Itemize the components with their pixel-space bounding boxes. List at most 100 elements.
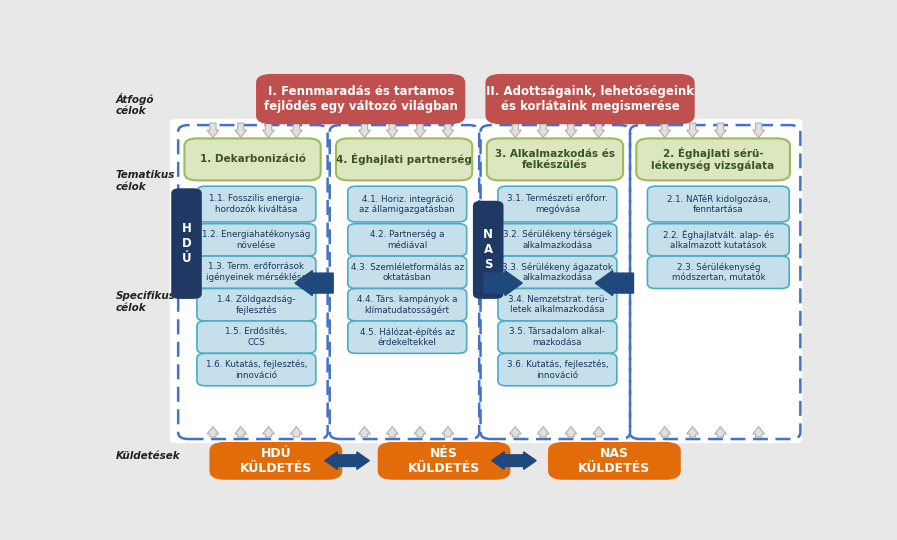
FancyArrow shape [509, 427, 521, 437]
Text: 3.5. Társadalom alkal-
mazkodása: 3.5. Társadalom alkal- mazkodása [509, 327, 605, 347]
FancyArrow shape [263, 123, 274, 138]
FancyBboxPatch shape [197, 256, 316, 288]
Text: 3.2. Sérülékeny térségek
alkalmazkodása: 3.2. Sérülékeny térségek alkalmazkodása [503, 230, 612, 250]
FancyArrow shape [291, 427, 302, 437]
FancyBboxPatch shape [348, 224, 466, 256]
Text: 3.1. Természeti erőforr.
megóvása: 3.1. Természeti erőforr. megóvása [507, 194, 608, 214]
FancyArrow shape [753, 123, 764, 138]
FancyBboxPatch shape [548, 442, 681, 480]
FancyArrow shape [593, 427, 605, 437]
FancyBboxPatch shape [498, 353, 617, 386]
FancyArrow shape [235, 123, 247, 138]
FancyBboxPatch shape [498, 288, 617, 321]
FancyArrow shape [291, 123, 302, 138]
Text: 4.3. Szemléletformálás az
oktatásban: 4.3. Szemléletformálás az oktatásban [351, 262, 464, 282]
FancyArrow shape [295, 271, 333, 295]
FancyBboxPatch shape [498, 186, 617, 222]
Text: 1.2. Energiahatékonyság
növelése: 1.2. Energiahatékonyság növelése [202, 230, 310, 250]
Text: NAS
KÜLDETÉS: NAS KÜLDETÉS [579, 447, 650, 475]
Text: 1.3. Term. erőforrások
igényeinek mérséklése: 1.3. Term. erőforrások igényeinek mérsék… [206, 262, 307, 282]
FancyBboxPatch shape [648, 256, 789, 288]
FancyBboxPatch shape [170, 119, 803, 443]
FancyArrow shape [359, 427, 370, 437]
FancyBboxPatch shape [487, 138, 623, 180]
FancyArrow shape [715, 123, 727, 138]
FancyBboxPatch shape [348, 186, 466, 222]
FancyArrow shape [387, 123, 398, 138]
Text: 4. Éghajlati partnerség: 4. Éghajlati partnerség [336, 153, 472, 165]
FancyArrow shape [537, 427, 549, 437]
Text: NÉS
KÜLDETÉS: NÉS KÜLDETÉS [408, 447, 480, 475]
Text: 2. Éghajlati sérü-
lékenység vizsgálata: 2. Éghajlati sérü- lékenység vizsgálata [651, 147, 775, 172]
FancyArrow shape [414, 427, 426, 437]
FancyBboxPatch shape [197, 321, 316, 353]
FancyArrow shape [593, 123, 605, 138]
Text: 4.1. Horiz. integráció
az államigazgatásban: 4.1. Horiz. integráció az államigazgatás… [360, 194, 455, 214]
FancyArrow shape [359, 123, 370, 138]
Text: 1.1. Fosszilis energia-
hordozók kiváltása: 1.1. Fosszilis energia- hordozók kiváltá… [209, 194, 303, 214]
Text: II. Adottságaink, lehetőségeink
és korlátaink megismerése: II. Adottságaink, lehetőségeink és korlá… [486, 85, 694, 113]
FancyArrow shape [207, 427, 219, 437]
FancyBboxPatch shape [209, 442, 343, 480]
Text: Küldetések: Küldetések [116, 451, 180, 461]
Text: 3. Alkalmazkodás és
felkészülés: 3. Alkalmazkodás és felkészülés [495, 148, 615, 170]
Text: 3.6. Kutatás, fejlesztés,
innováció: 3.6. Kutatás, fejlesztés, innováció [507, 360, 608, 380]
FancyArrow shape [235, 427, 247, 437]
FancyArrow shape [347, 452, 370, 469]
Text: I. Fennmaradás és tartamos
fejlődés egy változó világban: I. Fennmaradás és tartamos fejlődés egy … [264, 85, 457, 113]
Text: 2.2. Éghajlatvált. alap- és
alkalmazott kutatások: 2.2. Éghajlatvált. alap- és alkalmazott … [663, 230, 774, 251]
FancyArrow shape [492, 452, 514, 469]
FancyBboxPatch shape [197, 186, 316, 222]
FancyArrow shape [484, 271, 522, 295]
Text: 2.1. NATéR kidolgozása,
fenntartása: 2.1. NATéR kidolgozása, fenntartása [666, 194, 771, 214]
Text: 4.2. Partnerség a
médiával: 4.2. Partnerség a médiával [370, 230, 445, 250]
FancyArrow shape [753, 427, 764, 437]
FancyArrow shape [659, 123, 671, 138]
FancyBboxPatch shape [636, 138, 790, 180]
FancyBboxPatch shape [348, 288, 466, 321]
FancyBboxPatch shape [498, 224, 617, 256]
FancyBboxPatch shape [197, 353, 316, 386]
FancyArrow shape [325, 452, 347, 469]
FancyArrow shape [514, 452, 536, 469]
FancyBboxPatch shape [485, 74, 694, 124]
FancyBboxPatch shape [197, 288, 316, 321]
FancyArrow shape [596, 271, 633, 295]
FancyBboxPatch shape [171, 188, 202, 299]
Text: 4.5. Hálózat-építés az
érdekeltekkel: 4.5. Hálózat-építés az érdekeltekkel [360, 327, 455, 347]
FancyArrow shape [509, 123, 521, 138]
FancyArrow shape [659, 427, 671, 437]
Text: Átfogó
célok: Átfogó célok [116, 92, 154, 116]
FancyBboxPatch shape [336, 138, 472, 180]
FancyArrow shape [687, 427, 699, 437]
FancyBboxPatch shape [378, 442, 510, 480]
FancyBboxPatch shape [648, 224, 789, 256]
Text: 2.3. Sérülékenység
módszertan, mutatók: 2.3. Sérülékenység módszertan, mutatók [672, 262, 765, 282]
FancyArrow shape [414, 123, 426, 138]
FancyArrow shape [565, 427, 577, 437]
Text: Tematikus
célok: Tematikus célok [116, 171, 175, 192]
FancyBboxPatch shape [473, 201, 503, 299]
FancyBboxPatch shape [648, 186, 789, 222]
Text: 4.4. Társ. kampányok a
klímatudatosságért: 4.4. Társ. kampányok a klímatudatosságér… [357, 295, 457, 315]
FancyArrow shape [207, 123, 219, 138]
Text: 3.4. Nemzetstrat. terü-
letek alkalmazkodása: 3.4. Nemzetstrat. terü- letek alkalmazko… [508, 295, 607, 314]
FancyArrow shape [442, 427, 454, 437]
FancyBboxPatch shape [498, 321, 617, 353]
Text: 1.6. Kutatás, fejlesztés,
innováció: 1.6. Kutatás, fejlesztés, innováció [205, 360, 307, 380]
FancyBboxPatch shape [348, 256, 466, 288]
Text: 1.5. Erdősítés,
CCS: 1.5. Erdősítés, CCS [225, 327, 288, 347]
FancyArrow shape [537, 123, 549, 138]
FancyBboxPatch shape [498, 256, 617, 288]
FancyArrow shape [565, 123, 577, 138]
FancyBboxPatch shape [256, 74, 466, 124]
Text: Specifikus
célok: Specifikus célok [116, 291, 176, 313]
Text: H
D
Ú: H D Ú [181, 222, 191, 265]
FancyArrow shape [263, 427, 274, 437]
FancyArrow shape [687, 123, 699, 138]
Text: N
A
S: N A S [483, 228, 493, 271]
Text: 1. Dekarbonizáció: 1. Dekarbonizáció [199, 154, 306, 164]
FancyBboxPatch shape [197, 224, 316, 256]
Text: HDÚ
KÜLDETÉS: HDÚ KÜLDETÉS [239, 447, 312, 475]
Text: 1.4. Zöldgazdság-
fejlesztés: 1.4. Zöldgazdság- fejlesztés [217, 295, 296, 315]
